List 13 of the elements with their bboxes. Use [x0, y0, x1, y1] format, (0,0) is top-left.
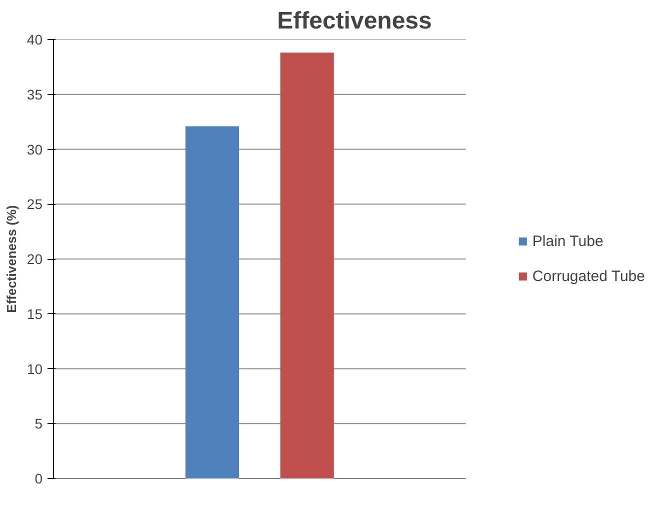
y-tick-label: 0	[34, 470, 43, 486]
y-tick-label: 40	[26, 32, 43, 48]
y-axis-title: Effectiveness (%)	[4, 205, 19, 313]
y-tick-label: 35	[26, 86, 43, 102]
y-tick-label: 15	[26, 306, 43, 322]
y-tick-label: 10	[26, 360, 43, 377]
y-tick-label: 25	[26, 196, 43, 212]
y-tick-label: 30	[26, 141, 43, 158]
legend-label: Plain Tube	[532, 232, 604, 250]
y-tick-label: 5	[34, 416, 43, 432]
y-tick-label: 20	[26, 251, 43, 267]
legend-label: Corrugated Tube	[532, 268, 645, 284]
chart-title: Effectiveness	[277, 8, 432, 34]
